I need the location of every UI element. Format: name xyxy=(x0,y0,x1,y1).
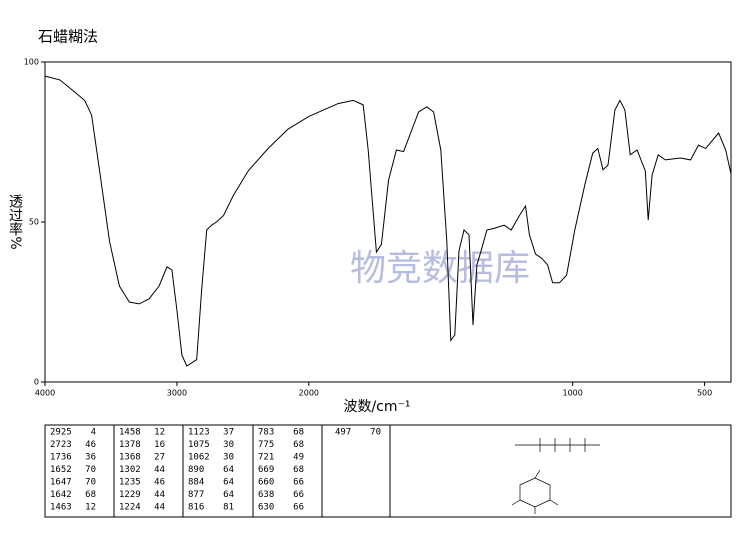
peak-transmittance: 44 xyxy=(154,465,165,475)
watermark: 物竞数据库 xyxy=(350,248,530,289)
peak-wavenumber: 660 xyxy=(258,478,274,488)
x-tick-label: 1000 xyxy=(563,389,583,398)
peak-wavenumber: 890 xyxy=(188,465,204,475)
peak-wavenumber: 2925 xyxy=(50,428,72,438)
spectrum-line xyxy=(44,75,732,367)
x-tick-label: 3000 xyxy=(167,389,187,398)
y-tick-label: 50 xyxy=(29,218,39,227)
peak-wavenumber: 1229 xyxy=(119,490,141,500)
peak-transmittance: 44 xyxy=(154,503,165,513)
peak-wavenumber: 1062 xyxy=(188,453,210,463)
peak-transmittance: 68 xyxy=(85,490,96,500)
structure xyxy=(511,438,600,514)
peak-wavenumber: 2723 xyxy=(50,440,72,450)
peak-wavenumber: 783 xyxy=(258,428,274,438)
peak-transmittance: 66 xyxy=(293,490,304,500)
table-dividers xyxy=(113,425,391,517)
y-tick-label: 0 xyxy=(34,378,39,387)
peak-wavenumber: 1368 xyxy=(119,453,141,463)
peak-transmittance: 30 xyxy=(223,453,234,463)
plot-frame xyxy=(44,61,732,383)
chart-title: 石蜡糊法 xyxy=(38,28,98,46)
peak-wavenumber: 1302 xyxy=(119,465,141,475)
peak-transmittance: 30 xyxy=(223,440,234,450)
peak-wavenumber: 1235 xyxy=(119,478,141,488)
x-tick-label: 4000 xyxy=(35,389,55,398)
peak-transmittance: 44 xyxy=(154,490,165,500)
peak-transmittance: 36 xyxy=(85,453,96,463)
peak-transmittance: 12 xyxy=(85,503,96,513)
peak-wavenumber: 1224 xyxy=(119,503,141,513)
peak-wavenumber: 1378 xyxy=(119,440,141,450)
peak-wavenumber: 1647 xyxy=(50,478,72,488)
peak-transmittance: 4 xyxy=(91,428,96,438)
peak-transmittance: 49 xyxy=(293,453,304,463)
peak-wavenumber: 884 xyxy=(188,478,204,488)
peak-wavenumber: 669 xyxy=(258,465,274,475)
peak-wavenumber: 630 xyxy=(258,503,274,513)
peak-transmittance: 64 xyxy=(223,490,234,500)
peak-wavenumber: 1736 xyxy=(50,453,72,463)
peak-transmittance: 27 xyxy=(154,453,165,463)
peak-wavenumber: 775 xyxy=(258,440,274,450)
peak-table-frame xyxy=(44,424,732,518)
peak-transmittance: 64 xyxy=(223,478,234,488)
peak-transmittance: 68 xyxy=(293,440,304,450)
peak-wavenumber: 816 xyxy=(188,503,204,513)
peak-transmittance: 46 xyxy=(154,478,165,488)
peak-wavenumber: 497 xyxy=(335,428,351,438)
y-tick-label: 100 xyxy=(24,58,39,67)
peak-transmittance: 66 xyxy=(293,478,304,488)
peak-transmittance: 16 xyxy=(154,440,165,450)
peak-wavenumber: 1123 xyxy=(188,428,210,438)
peak-wavenumber: 638 xyxy=(258,490,274,500)
peak-transmittance: 37 xyxy=(223,428,234,438)
peak-transmittance: 70 xyxy=(370,428,381,438)
x-axis-label: 波数/cm⁻¹ xyxy=(343,399,410,415)
peak-transmittance: 68 xyxy=(293,428,304,438)
peak-wavenumber: 877 xyxy=(188,490,204,500)
peak-wavenumber: 1642 xyxy=(50,490,72,500)
peak-transmittance: 68 xyxy=(293,465,304,475)
x-tick-label: 500 xyxy=(697,389,712,398)
peak-transmittance: 81 xyxy=(223,503,234,513)
peak-wavenumber: 1652 xyxy=(50,465,72,475)
peak-wavenumber: 1463 xyxy=(50,503,72,513)
peak-transmittance: 70 xyxy=(85,478,96,488)
peak-wavenumber: 1075 xyxy=(188,440,210,450)
peak-transmittance: 46 xyxy=(85,440,96,450)
peak-wavenumber: 1458 xyxy=(119,428,141,438)
x-tick-label: 2000 xyxy=(299,389,319,398)
peak-transmittance: 64 xyxy=(223,465,234,475)
y-axis-label: 透过率% xyxy=(7,194,23,249)
peak-transmittance: 12 xyxy=(154,428,165,438)
peak-transmittance: 70 xyxy=(85,465,96,475)
peak-wavenumber: 721 xyxy=(258,453,274,463)
peak-transmittance: 66 xyxy=(293,503,304,513)
